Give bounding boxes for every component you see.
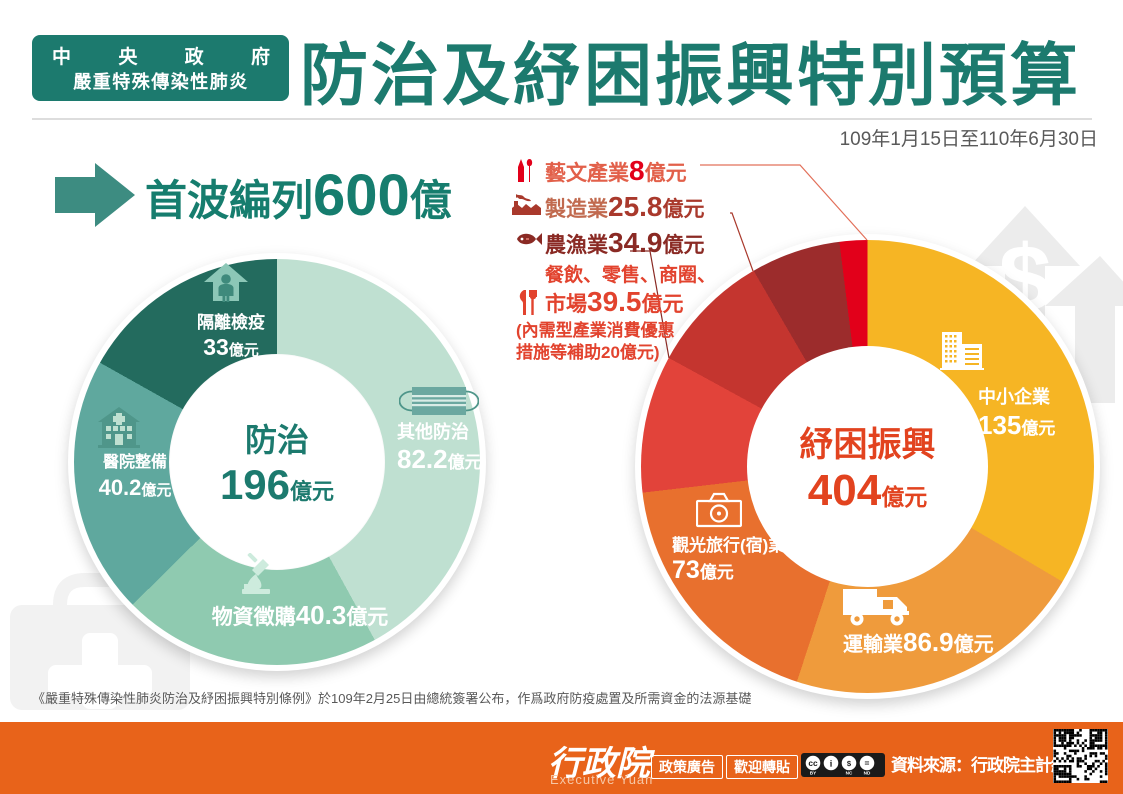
svg-text:NC: NC <box>846 771 853 776</box>
svg-text:ND: ND <box>864 771 871 776</box>
svg-text:BY: BY <box>810 771 816 776</box>
svg-text:cc: cc <box>808 758 818 768</box>
svg-text:=: = <box>865 758 870 768</box>
